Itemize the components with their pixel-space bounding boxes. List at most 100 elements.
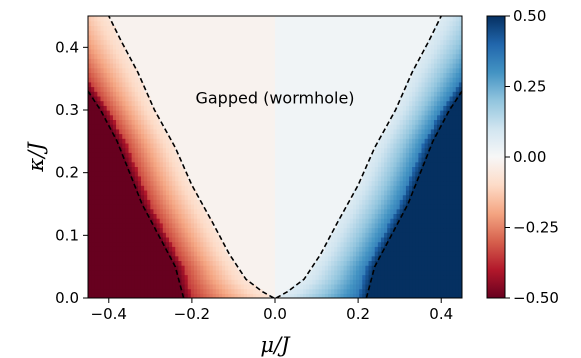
heatmap-cell	[122, 138, 126, 144]
heatmap-cell	[172, 227, 176, 233]
heatmap-cell	[334, 180, 338, 186]
heatmap-cell	[312, 265, 317, 271]
heatmap-cell	[116, 274, 120, 280]
heatmap-cell	[346, 246, 351, 252]
heatmap-cell	[209, 218, 214, 224]
heatmap-cell	[315, 227, 320, 233]
heatmap-cell	[116, 194, 120, 200]
heatmap-cell	[278, 279, 282, 285]
heatmap-cell	[446, 227, 451, 233]
heatmap-cell	[390, 119, 395, 125]
heatmap-cell	[259, 119, 264, 125]
heatmap-cell	[346, 128, 351, 135]
heatmap-cell	[337, 274, 342, 280]
heatmap-cell	[175, 213, 179, 219]
heatmap-cell	[262, 171, 267, 177]
heatmap-cell	[365, 208, 370, 214]
heatmap-cell	[318, 100, 323, 106]
heatmap-cell	[268, 232, 273, 238]
heatmap-cell	[147, 199, 151, 205]
heatmap-cell	[433, 208, 438, 214]
heatmap-cell	[250, 133, 254, 139]
heatmap-cell	[290, 105, 295, 111]
heatmap-cell	[234, 274, 239, 280]
heatmap-cell	[284, 232, 289, 238]
heatmap-cell	[231, 232, 236, 238]
heatmap-cell	[387, 269, 391, 276]
heatmap-cell	[296, 133, 301, 139]
heatmap-cell	[278, 204, 282, 210]
heatmap-cell	[362, 175, 366, 182]
heatmap-cell	[443, 199, 448, 205]
heatmap-cell	[231, 175, 236, 182]
heatmap-cell	[334, 171, 338, 177]
heatmap-cell	[321, 288, 326, 294]
heatmap-cell	[424, 110, 429, 116]
heatmap-cell	[193, 293, 198, 298]
heatmap-cell	[256, 293, 261, 298]
heatmap-cell	[175, 279, 179, 285]
heatmap-cell	[122, 166, 126, 172]
heatmap-cell	[284, 293, 289, 298]
heatmap-cell	[427, 114, 432, 120]
heatmap-cell	[246, 293, 251, 298]
heatmap-cell	[268, 265, 273, 271]
heatmap-cell	[287, 218, 292, 224]
heatmap-cell	[449, 110, 454, 116]
heatmap-cell	[387, 236, 391, 243]
heatmap-cell	[349, 288, 354, 294]
heatmap-cell	[218, 119, 223, 125]
heatmap-cell	[262, 110, 267, 116]
heatmap-cell	[449, 246, 454, 252]
heatmap-cell	[222, 175, 226, 182]
heatmap-cell	[178, 189, 183, 196]
heatmap-cell	[88, 213, 92, 219]
heatmap-cell	[309, 222, 313, 229]
heatmap-cell	[446, 241, 451, 247]
heatmap-cell	[303, 157, 307, 163]
heatmap-cell	[144, 189, 148, 196]
heatmap-cell	[162, 236, 167, 243]
heatmap-cell	[246, 222, 251, 229]
heatmap-cell	[377, 161, 382, 167]
heatmap-cell	[390, 105, 395, 111]
heatmap-cell	[150, 185, 155, 191]
heatmap-cell	[433, 180, 438, 186]
heatmap-cell	[140, 283, 145, 290]
heatmap-cell	[225, 279, 229, 285]
heatmap-cell	[293, 213, 298, 219]
heatmap-cell	[140, 166, 145, 172]
heatmap-cell	[193, 283, 198, 290]
heatmap-cell	[374, 133, 379, 139]
heatmap-cell	[240, 204, 245, 210]
heatmap-cell	[172, 241, 176, 247]
heatmap-cell	[253, 227, 257, 233]
heatmap-cell	[424, 180, 429, 186]
heatmap-cell	[231, 251, 236, 257]
heatmap-cell	[387, 194, 391, 200]
heatmap-cell	[387, 114, 391, 120]
heatmap-cell	[368, 114, 373, 120]
heatmap-cell	[131, 114, 136, 120]
heatmap-cell	[452, 199, 457, 205]
heatmap-cell	[212, 236, 217, 243]
heatmap-cell	[103, 147, 108, 153]
heatmap-cell	[156, 241, 161, 247]
heatmap-cell	[371, 166, 376, 172]
heatmap-cell	[156, 142, 161, 149]
heatmap-cell	[430, 128, 435, 135]
heatmap-cell	[169, 283, 173, 290]
heatmap-cell	[243, 246, 248, 252]
heatmap-cell	[318, 133, 323, 139]
heatmap-cell	[315, 265, 320, 271]
heatmap-cell	[162, 227, 167, 233]
heatmap-cell	[443, 175, 448, 182]
heatmap-cell	[427, 265, 432, 271]
heatmap-cell	[250, 110, 254, 116]
heatmap-cell	[396, 279, 401, 285]
heatmap-cell	[225, 227, 229, 233]
heatmap-cell	[318, 232, 323, 238]
heatmap-cell	[327, 199, 332, 205]
heatmap-cell	[150, 255, 155, 261]
heatmap-cell	[218, 124, 223, 130]
